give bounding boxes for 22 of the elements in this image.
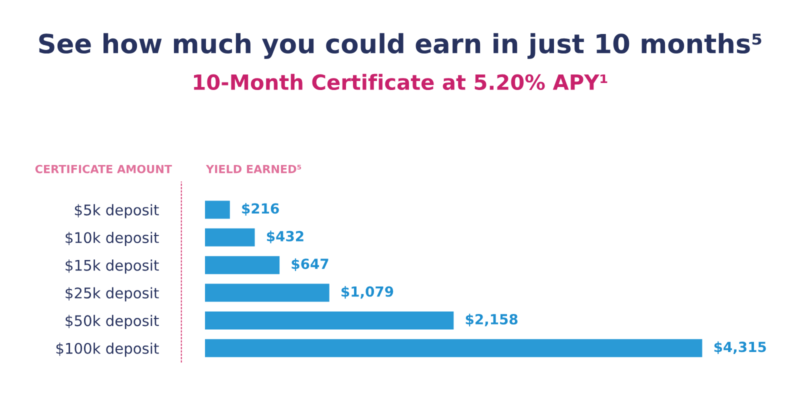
bar	[205, 284, 330, 302]
y-axis-title: CERTIFICATE AMOUNT	[35, 164, 172, 174]
data-label: $2,158	[466, 314, 518, 326]
y-tick-label: $15k deposit	[66, 260, 159, 274]
data-label: $647	[292, 258, 328, 271]
data-label: $1,079	[342, 286, 394, 299]
x-axis-title: YIELD EARNED⁵	[206, 164, 302, 174]
y-tick-label: $100k deposit	[56, 342, 159, 357]
chart-title: See how much you could earn in just 10 months⁵	[39, 33, 762, 59]
bar	[205, 339, 702, 358]
bar	[205, 228, 255, 246]
bar	[205, 256, 280, 274]
data-label: $216	[242, 202, 279, 216]
chart-subtitle: 10-Month Certificate at 5.20% APY¹	[194, 74, 608, 90]
data-label: $4,315	[714, 341, 766, 354]
data-label: $432	[266, 230, 304, 244]
bar	[205, 200, 230, 219]
y-tick-label: $5k deposit	[74, 204, 159, 218]
y-tick-label: $25k deposit	[66, 287, 159, 302]
y-tick-label: $10k deposit	[66, 232, 159, 246]
bar	[205, 311, 454, 330]
y-tick-label: $50k deposit	[66, 314, 159, 330]
